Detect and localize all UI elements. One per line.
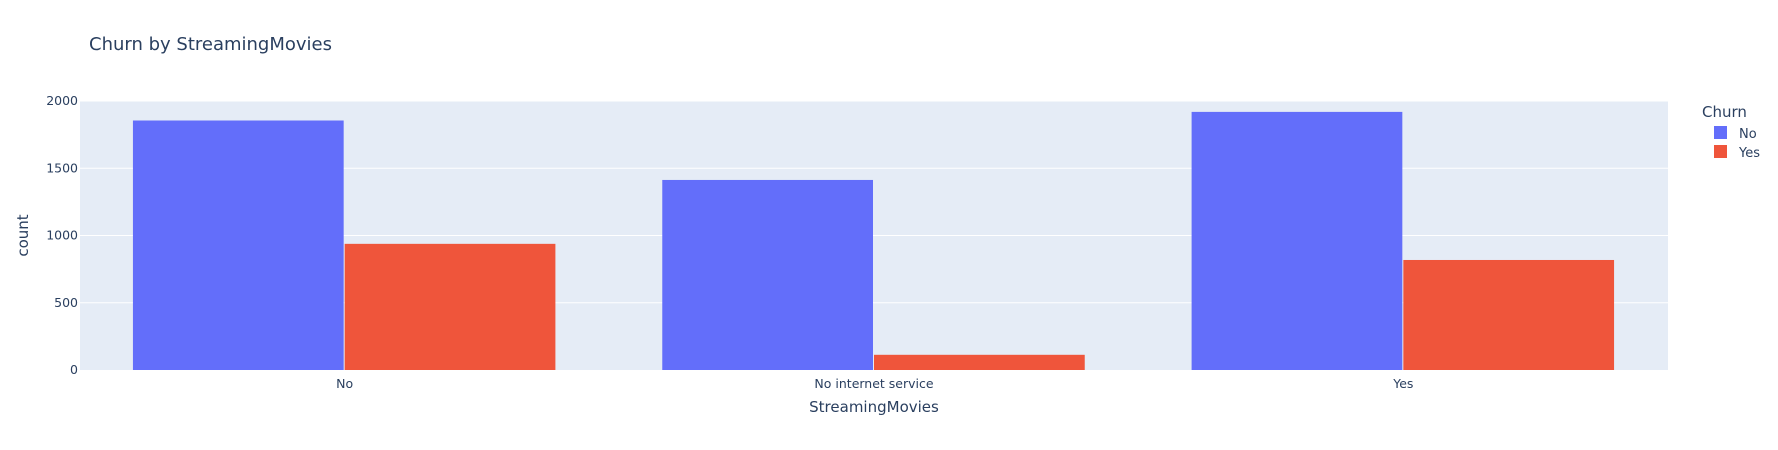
legend: Churn No Yes — [1702, 103, 1760, 161]
bars — [132, 111, 1615, 370]
x-axis-title: StreamingMovies — [809, 398, 939, 416]
bar-no-yes — [344, 243, 556, 370]
y-tick-label: 1000 — [46, 228, 78, 243]
y-tick-label: 500 — [54, 295, 78, 310]
legend-label: Yes — [1738, 146, 1760, 161]
chart-title: Churn by StreamingMovies — [89, 34, 332, 55]
x-axis-ticks: No No internet service Yes — [336, 376, 1413, 391]
x-tick-label: Yes — [1392, 376, 1413, 391]
bar-no-internet-service-no — [662, 179, 873, 370]
bar-no-no — [132, 120, 344, 370]
x-tick-label: No — [336, 376, 353, 391]
y-tick-label: 2000 — [46, 93, 78, 108]
legend-title: Churn — [1702, 103, 1747, 121]
y-tick-label: 1500 — [46, 160, 78, 175]
x-tick-label: No internet service — [814, 376, 933, 391]
y-axis-ticks: 0 500 1000 1500 2000 — [46, 93, 78, 377]
legend-swatch — [1714, 126, 1727, 139]
y-tick-label: 0 — [70, 362, 78, 377]
bar-yes-yes — [1403, 259, 1615, 370]
legend-label: No — [1739, 127, 1757, 142]
y-axis-title: count — [14, 214, 32, 256]
legend-swatch — [1714, 145, 1727, 158]
bar-yes-no — [1191, 111, 1403, 370]
bar-no-internet-service-yes — [874, 354, 1085, 370]
